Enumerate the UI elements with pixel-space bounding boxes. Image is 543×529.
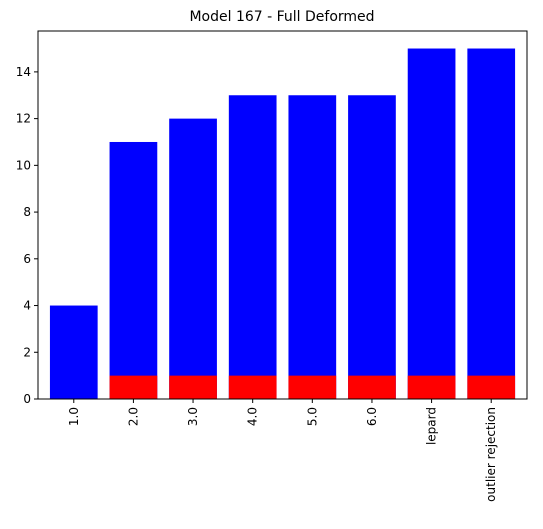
bars-group — [49, 48, 516, 400]
y-axis: 0 2 4 6 8 10 12 14 — [16, 65, 38, 406]
x-tick-label-5: 6.0 — [365, 407, 379, 426]
bar-s0-0 — [49, 305, 98, 399]
x-tick-label-7: outlier rejection — [484, 407, 498, 502]
bar-s1-5 — [348, 375, 396, 399]
bar-s1-6 — [407, 375, 456, 399]
bar-s0-2 — [169, 118, 217, 400]
x-axis: 1.0 2.0 3.0 4.0 5.0 6.0 lepard outlier rejectio… — [67, 399, 498, 502]
x-tick-label-4: 5.0 — [305, 407, 319, 426]
y-tick-label-6: 12 — [16, 112, 31, 126]
bar-s0-6 — [407, 48, 456, 400]
x-tick-label-6: lepard — [425, 407, 439, 445]
y-tick-label-0: 0 — [23, 392, 31, 406]
x-tick-label-0: 1.0 — [67, 407, 81, 426]
bar-s1-3 — [228, 375, 277, 399]
x-tick-label-1: 2.0 — [126, 407, 140, 426]
bar-s0-4 — [288, 95, 337, 399]
y-tick-label-7: 14 — [16, 65, 31, 79]
bar-s1-1 — [109, 375, 158, 399]
y-tick-label-3: 6 — [23, 252, 31, 266]
x-tick-label-2: 3.0 — [186, 407, 200, 426]
bar-s1-4 — [288, 375, 337, 399]
plot-frame — [37, 30, 528, 400]
bar-s0-1 — [109, 141, 158, 400]
chart-title: Model 167 - Full Deformed — [189, 9, 374, 25]
bar-s0-7 — [467, 48, 516, 400]
bar-s1-2 — [169, 375, 217, 399]
bar-s0-5 — [348, 95, 396, 399]
y-tick-label-4: 8 — [23, 205, 31, 219]
bar-s1-7 — [467, 375, 516, 399]
y-tick-label-2: 4 — [23, 299, 31, 313]
y-tick-label-5: 10 — [16, 158, 31, 172]
bar-s0-3 — [228, 95, 277, 399]
y-tick-label-1: 2 — [23, 345, 31, 359]
x-tick-label-3: 4.0 — [246, 407, 260, 426]
